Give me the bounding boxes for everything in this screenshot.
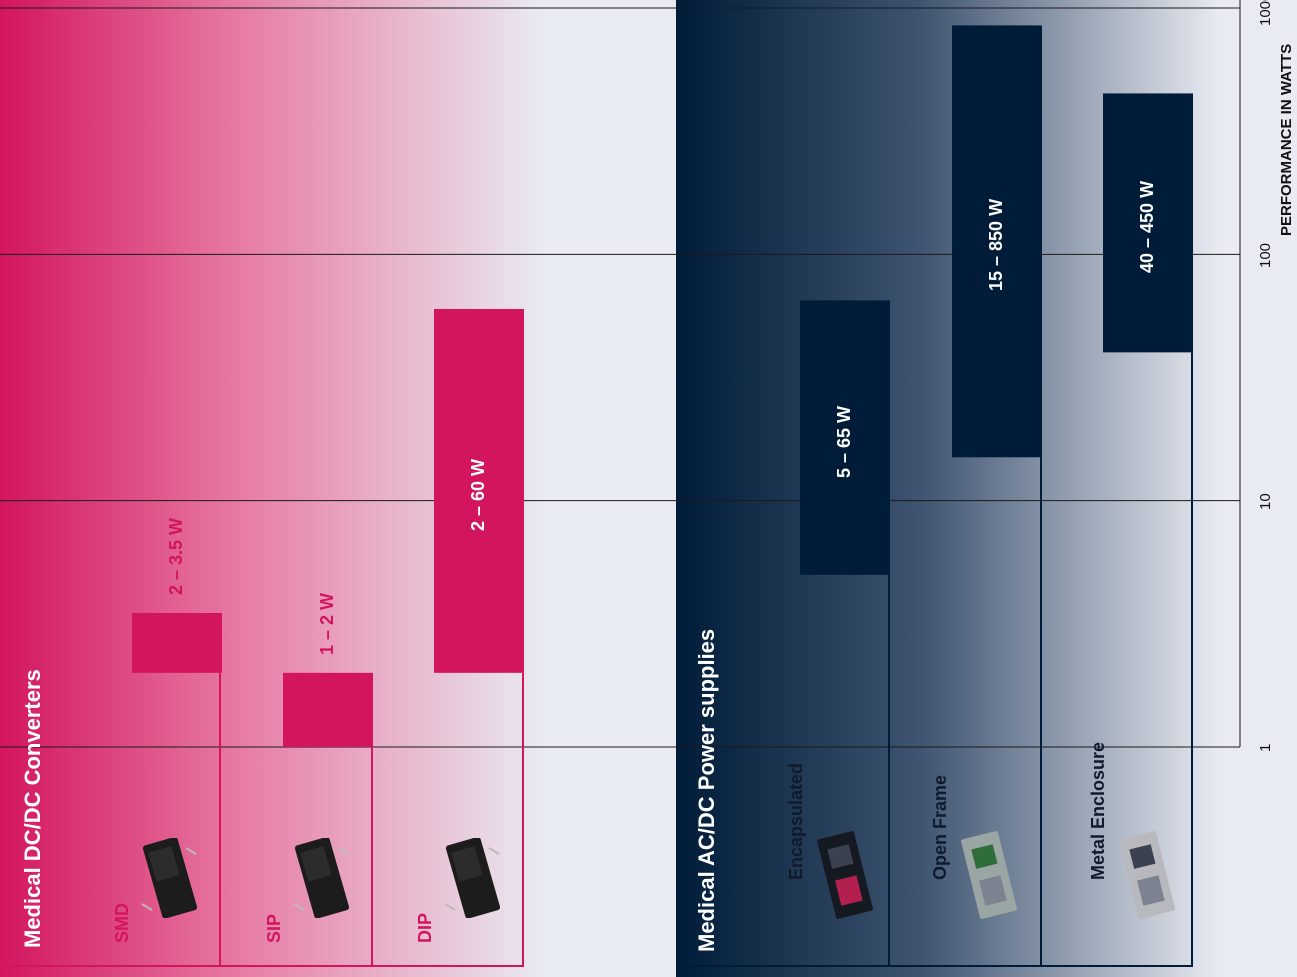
section-title-dc: Medical DC/DC Converters <box>20 669 45 948</box>
bar-label-dip: 2 – 60 W <box>468 458 488 531</box>
bar-label-smd: 2 – 3.5 W <box>166 517 186 595</box>
bar-label-metal-enclosure: 40 – 450 W <box>1137 180 1157 273</box>
bar-dip <box>434 308 524 673</box>
category-label-sip: SIP <box>264 913 284 943</box>
tick-label-100: 100 <box>1257 242 1274 268</box>
category-label-encapsulated: Encapsulated <box>786 762 806 880</box>
encapsulated-supply-photo-icon <box>812 830 878 925</box>
bar-metal-enclosure <box>1103 93 1193 353</box>
section-title-ac: Medical AC/DC Power supplies <box>694 628 719 952</box>
bar-smd <box>132 612 222 673</box>
bar-sip <box>283 672 373 747</box>
bar-encapsulated <box>800 300 890 575</box>
smd-converter-photo-icon <box>138 836 200 923</box>
axis-title: PERFORMANCE IN WATTS <box>1278 43 1295 236</box>
bar-label-encapsulated: 5 – 65 W <box>834 405 854 478</box>
bar-open-frame <box>952 25 1042 458</box>
tick-label-1: 1 <box>1257 743 1274 752</box>
category-label-open-frame: Open Frame <box>930 774 950 880</box>
sip-converter-photo-icon <box>290 836 352 923</box>
metal-enclosure-supply-photo-icon <box>1114 830 1180 925</box>
category-label-metal-enclosure: Metal Enclosure <box>1088 741 1108 880</box>
dip-converter-photo-icon <box>441 836 503 923</box>
category-label-dip: DIP <box>415 912 435 943</box>
open-frame-supply-photo-icon <box>956 830 1022 925</box>
category-label-smd: SMD <box>112 903 132 943</box>
tick-label-1000: 1000 <box>1257 0 1274 26</box>
bar-label-sip: 1 – 2 W <box>317 592 337 655</box>
bar-label-open-frame: 15 – 850 W <box>986 199 1006 292</box>
tick-label-10: 10 <box>1257 492 1274 510</box>
